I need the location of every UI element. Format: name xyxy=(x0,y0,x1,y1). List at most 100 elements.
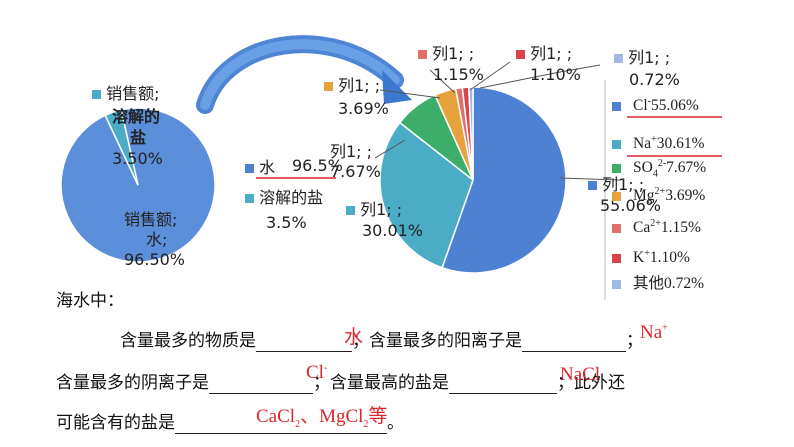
other-square-icon xyxy=(614,54,623,63)
ca-callout: 列1; ; xyxy=(418,44,474,64)
left-pie-slices xyxy=(60,107,216,263)
k-callout: 列1; ; xyxy=(516,44,572,64)
line2-end: ；此外还 xyxy=(557,373,625,393)
answer-nacl: NaCl xyxy=(560,364,601,385)
ca-callout-label: 列1; ; xyxy=(432,44,475,63)
legend-ion-sup: - xyxy=(647,96,651,107)
answer-cl-sup: - xyxy=(323,362,328,374)
mg-square-icon xyxy=(324,82,333,91)
blank-other-salts xyxy=(175,417,387,434)
legend-salt-label: 溶解的盐 xyxy=(259,188,324,207)
k-callout-value: 1.10% xyxy=(530,65,581,84)
water-callout-line2: 水; xyxy=(146,230,168,249)
answer-na: Na+ xyxy=(640,322,668,344)
legend-value: 1.10% xyxy=(649,249,690,267)
mg-callout-value: 3.69% xyxy=(338,99,389,118)
salt-callout-line2: 溶解的 xyxy=(112,107,161,126)
other-callout: 列1; ; xyxy=(614,48,670,68)
legend-water-value: 96.5% xyxy=(292,156,343,175)
legend-ion: Mg xyxy=(633,187,655,205)
pie-slice-other xyxy=(467,86,474,181)
blank-salt xyxy=(449,377,557,394)
answer-etc: 等 xyxy=(368,406,388,427)
k-callout-label: 列1; ; xyxy=(530,44,573,63)
line3-end: 。 xyxy=(387,413,404,433)
mg-callout-label: 列1; ; xyxy=(338,76,381,95)
legend-row: 其他0.72% xyxy=(612,274,704,294)
right-pie-slices xyxy=(379,86,567,274)
answer-water: 水 xyxy=(344,327,364,348)
line2-middle: ；含量最高的盐是 xyxy=(313,373,449,393)
legend-square-icon xyxy=(612,102,621,112)
mg-callout: 列1; ; xyxy=(324,76,380,96)
line3-prefix: 可能含有的盐是 xyxy=(56,413,175,433)
cl-square-icon xyxy=(588,181,597,190)
ca-square-icon xyxy=(418,50,427,59)
legend-square-icon xyxy=(612,224,621,234)
legend-value: 7.67% xyxy=(666,159,707,177)
legend-value: 55.06% xyxy=(651,97,699,115)
legend-ion-sup: 2- xyxy=(657,158,667,169)
answer-mgcl: 、MgCl xyxy=(300,406,364,427)
na-callout: 列1; ; xyxy=(346,200,402,220)
blank-substance xyxy=(256,335,352,352)
legend-ion: Cl xyxy=(633,97,648,115)
legend-ion-sup: + xyxy=(644,248,650,259)
answer-other-salts: CaCl2、MgCl2等 xyxy=(256,401,387,430)
pie-slice-na xyxy=(379,121,474,269)
water-callout-value: 96.50% xyxy=(124,250,186,269)
legend-ion: K xyxy=(633,249,645,267)
line-2: 含量最多的阴离子是 ；含量最高的盐是 ；此外还 xyxy=(56,372,625,394)
line1-middle: ；含量最多的阳离子是 xyxy=(352,331,522,351)
line1-prefix: 含量最多的物质是 xyxy=(120,331,256,351)
salt-callout-line1: 销售额; xyxy=(106,84,160,103)
legend-square-icon xyxy=(612,164,621,174)
section-heading: 海水中： xyxy=(56,291,124,311)
legend-ion: SO xyxy=(633,159,653,177)
legend-row: Na+30.61% xyxy=(612,130,705,154)
line1-end: ； xyxy=(626,331,643,351)
blank-anion xyxy=(209,377,313,394)
blank-cation xyxy=(522,335,626,352)
legend-water-label: 水 xyxy=(259,158,276,177)
legend-ion: 其他 xyxy=(633,275,665,292)
answer-cacl-sub: 2 xyxy=(295,418,301,430)
legend-ion-sup: 2+ xyxy=(650,218,661,229)
legend-ion-sup: 2+ xyxy=(654,186,666,197)
left-salt-callout-2: 溶解的 盐 3.50% xyxy=(112,106,163,169)
curved-arrow-icon xyxy=(196,35,412,114)
na-callout-value: 30.01% xyxy=(362,221,424,240)
other-callout-value: 0.72% xyxy=(629,70,680,89)
answer-na-sup: + xyxy=(662,322,668,334)
legend-square-icon xyxy=(612,140,621,150)
k-square-icon xyxy=(516,50,525,59)
legend-value: 1.15% xyxy=(660,219,701,237)
legend-square-icon xyxy=(612,279,621,289)
cl-callout: 列1; ; xyxy=(588,175,644,195)
salt-callout-value: 3.50% xyxy=(112,149,163,168)
legend-row: K+1.10% xyxy=(612,244,690,268)
legend-row: Ca2+1.15% xyxy=(612,214,701,238)
legend-value: 30.61% xyxy=(656,135,705,153)
answer-cl: Cl- xyxy=(306,362,327,384)
left-legend-salt: 溶解的盐 xyxy=(245,188,323,208)
callout-leaders xyxy=(374,61,621,181)
legend-value: 0.72% xyxy=(664,275,705,292)
water-callout-line1: 销售额; xyxy=(124,210,178,229)
so4-callout-label: 列1; ; xyxy=(330,142,373,161)
legend-ion: Na xyxy=(633,135,652,153)
so4-callout-value: 7.67% xyxy=(330,162,381,181)
answer-na-base: Na xyxy=(640,322,663,343)
legend-square-icon xyxy=(612,254,621,264)
legend-ion-sup: + xyxy=(651,134,657,145)
na-square-icon xyxy=(346,206,355,215)
salt-square-icon xyxy=(92,90,101,99)
answer-mgcl-sub: 2 xyxy=(363,418,369,430)
legend-row: Mg2+3.69% xyxy=(612,182,705,206)
pie-slice-salt xyxy=(104,108,139,186)
left-water-callout: 销售额; 水; 96.50% xyxy=(124,210,185,270)
legend-row: SO42-7.67% xyxy=(612,154,706,184)
left-salt-callout: 销售额; xyxy=(92,84,160,104)
legend-row: Cl-55.06% xyxy=(612,92,699,116)
